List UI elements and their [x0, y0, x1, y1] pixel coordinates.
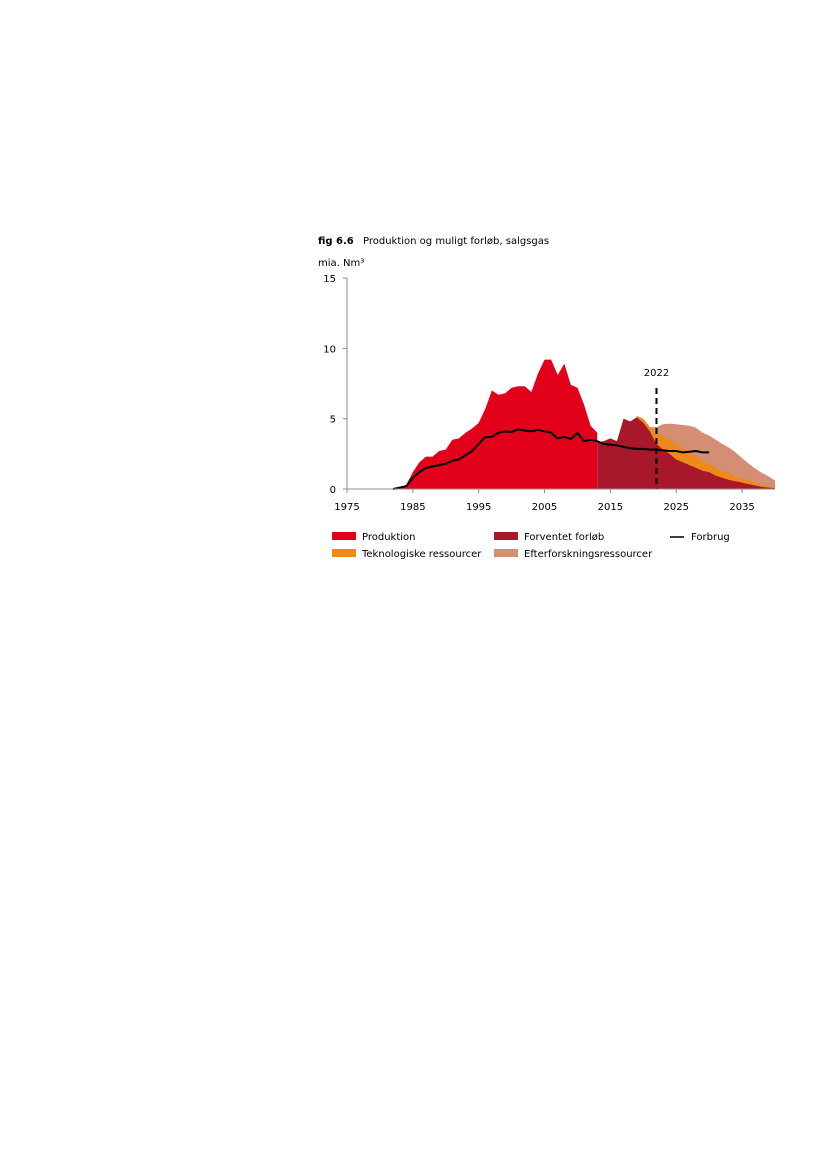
annotation-label-2022: 2022: [644, 368, 669, 379]
x-tick-label-2035: 2035: [729, 502, 754, 513]
legend-label-forventet-forloeb: Forventet forløb: [524, 532, 604, 543]
area-layers: [393, 359, 775, 489]
figure-number: fig 6.6: [318, 236, 354, 247]
line-forbrug: [392, 428, 710, 490]
y-tick-label-0: 0: [330, 485, 336, 496]
legend-label-produktion: Produktion: [362, 532, 416, 543]
legend-label-efterforskningsressourcer: Efterforskningsressourcer: [524, 549, 653, 560]
y-ticks: 0 5 10 15: [323, 274, 347, 496]
area-produktion: [393, 359, 598, 489]
x-tick-label-2015: 2015: [598, 502, 623, 513]
legend: Produktion Forventet forløb Forbrug Tekn…: [332, 532, 730, 560]
legend-swatch-produktion: [332, 532, 356, 540]
legend-label-forbrug: Forbrug: [691, 532, 730, 543]
x-tick-label-2025: 2025: [664, 502, 689, 513]
x-tick-label-2005: 2005: [532, 502, 557, 513]
legend-swatch-teknologiske-ressourcer: [332, 549, 356, 557]
x-tick-label-1975: 1975: [334, 502, 359, 513]
x-tick-label-1985: 1985: [400, 502, 425, 513]
area-forventet-forloeb: [597, 417, 775, 489]
y-tick-label-10: 10: [323, 344, 336, 355]
legend-swatch-efterforskningsressourcer: [494, 549, 518, 557]
figure-title: Produktion og muligt forløb, salgsgas: [363, 236, 549, 247]
y-tick-label-15: 15: [323, 274, 336, 285]
legend-label-teknologiske-ressourcer: Teknologiske ressourcer: [361, 549, 482, 560]
legend-swatch-forventet-forloeb: [494, 532, 518, 540]
y-tick-label-5: 5: [330, 415, 336, 426]
y-axis-unit: mia. Nm³: [318, 258, 364, 269]
x-ticks: 1975 1985 1995 2005 2015 2025 2035: [334, 489, 755, 513]
x-tick-label-1995: 1995: [466, 502, 491, 513]
